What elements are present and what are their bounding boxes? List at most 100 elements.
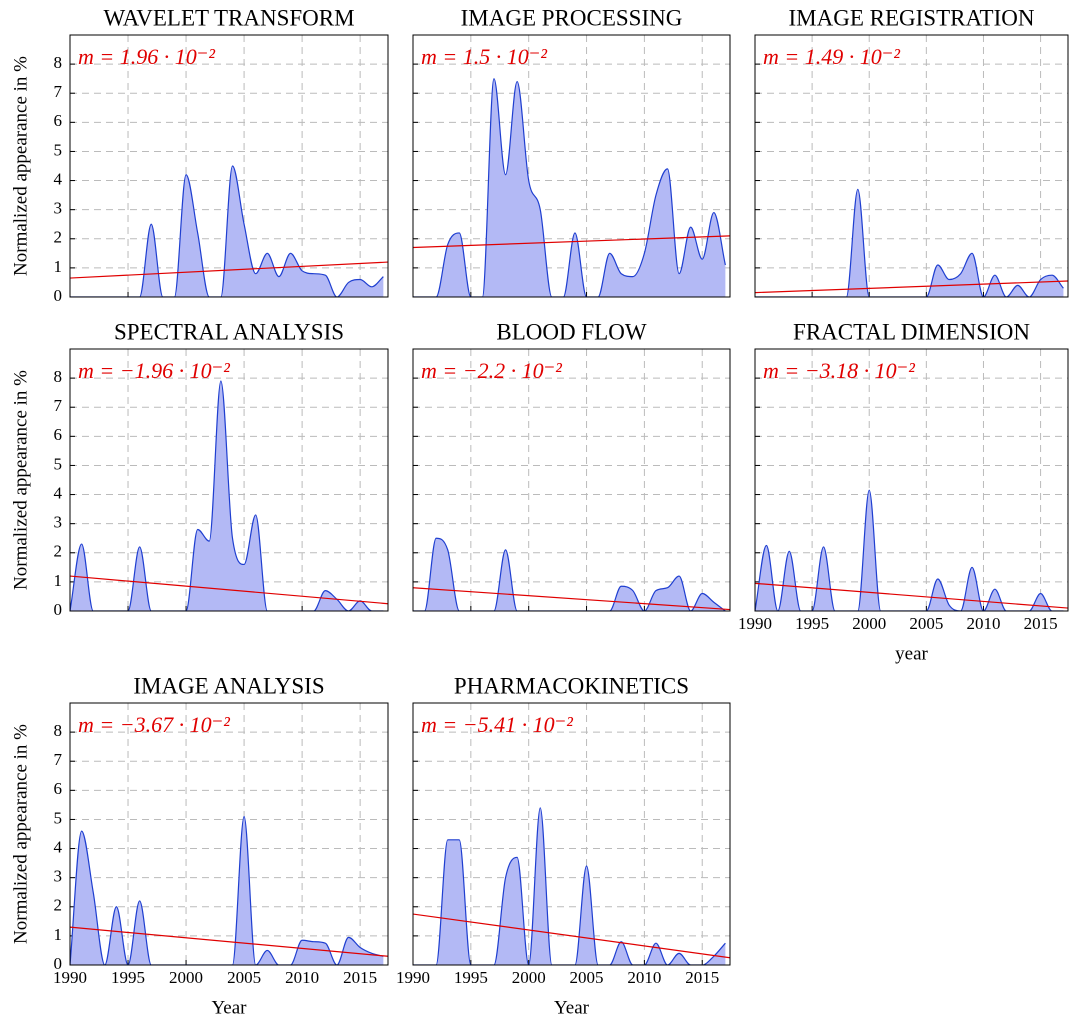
area-fill: [413, 807, 726, 965]
area-line: [70, 815, 384, 965]
chart-title: PHARMACOKINETICS: [454, 673, 689, 698]
area-line: [755, 489, 1064, 611]
plot-frame: [412, 34, 731, 298]
y-tick-label: 6: [54, 425, 63, 444]
y-tick-label: 2: [54, 228, 63, 247]
slope-annotation: m = −1.96 · 10⁻²: [78, 358, 230, 383]
chart-panel: IMAGE REGISTRATION m = 1.49 · 10⁻²: [754, 5, 1069, 298]
x-tick-label: 2015: [1024, 614, 1058, 633]
slope-annotation: m = 1.49 · 10⁻²: [763, 44, 900, 69]
y-tick-label: 5: [54, 808, 63, 827]
x-tick-label: 1990: [53, 968, 87, 987]
plot-frame: [412, 702, 731, 966]
y-tick-label: 5: [54, 140, 63, 159]
trend-line: [70, 926, 388, 957]
y-axis-label: Normalized appearance in %: [10, 56, 31, 276]
area-fill: [755, 490, 1064, 611]
area-fill: [70, 816, 384, 965]
chart-panel: BLOOD FLOW m = −2.2 · 10⁻²: [412, 319, 731, 612]
y-tick-label: 7: [54, 750, 63, 769]
plot-frame: [69, 34, 389, 298]
y-tick-label: 1: [54, 257, 63, 276]
x-tick-label: 2010: [966, 614, 1000, 633]
chart-title: WAVELET TRANSFORM: [103, 5, 354, 30]
y-tick-label: 7: [54, 82, 63, 101]
x-tick-label: 2005: [227, 968, 261, 987]
y-tick-label: 8: [54, 53, 63, 72]
y-tick-label: 4: [54, 837, 63, 856]
x-tick-label: 2000: [512, 968, 546, 987]
area-line: [413, 537, 726, 611]
x-tick-label: 2015: [685, 968, 719, 987]
plot-frame: [412, 348, 731, 612]
y-tick-label: 4: [54, 483, 63, 502]
y-tick-label: 6: [54, 111, 63, 130]
slope-annotation: m = −2.2 · 10⁻²: [421, 358, 562, 383]
trend-line: [755, 582, 1068, 609]
trend-line: [413, 587, 730, 611]
x-tick-label: 1995: [454, 968, 488, 987]
x-tick-label: 2005: [909, 614, 943, 633]
chart-title: FRACTAL DIMENSION: [793, 319, 1030, 344]
y-tick-label: 2: [54, 542, 63, 561]
y-tick-label: 4: [54, 169, 63, 188]
chart-title: IMAGE REGISTRATION: [789, 5, 1035, 30]
x-tick-label: 2010: [627, 968, 661, 987]
chart-panel: 0 1 2 3 4 5 6 7 8 WAVELET TRANSFORM m = 1.96 · 10⁻…: [10, 5, 389, 305]
area-line: [755, 188, 1064, 297]
y-tick-label: 3: [54, 199, 63, 218]
x-tick-label: 2015: [343, 968, 377, 987]
slope-annotation: m = −5.41 · 10⁻²: [421, 712, 573, 737]
plot-frame: [69, 702, 389, 966]
chart-title: IMAGE PROCESSING: [461, 5, 683, 30]
area-line: [70, 165, 384, 297]
slope-annotation: m = 1.96 · 10⁻²: [78, 44, 215, 69]
chart-panel: IMAGE PROCESSING m = 1.5 · 10⁻²: [412, 5, 731, 298]
x-axis-label: Year: [211, 997, 247, 1018]
x-tick-label: 2005: [570, 968, 604, 987]
chart-panel: 0 1 2 3 4 5 6 7 8 SPECTRAL ANALYSIS m = −1.96 · 10…: [10, 319, 389, 619]
y-tick-label: 3: [54, 513, 63, 532]
area-line: [70, 380, 384, 611]
y-tick-label: 8: [54, 367, 63, 386]
x-tick-label: 2000: [169, 968, 203, 987]
y-tick-label: 3: [54, 867, 63, 886]
y-tick-label: 6: [54, 779, 63, 798]
area-line: [413, 78, 726, 297]
chart-panel: 1990 1995 2000 2005 2010 2015 FRACTAL DIMENSIO…: [738, 319, 1069, 664]
y-tick-label: 2: [54, 896, 63, 915]
y-tick-label: 5: [54, 454, 63, 473]
x-tick-label: 2000: [852, 614, 886, 633]
trend-line: [755, 280, 1068, 294]
plot-frame: [754, 348, 1069, 612]
y-tick-label: 8: [54, 721, 63, 740]
x-tick-label: 1995: [795, 614, 829, 633]
y-tick-label: 0: [54, 600, 63, 619]
x-tick-label: 2010: [285, 968, 319, 987]
y-tick-label: 1: [54, 925, 63, 944]
trend-line: [413, 235, 730, 249]
slope-annotation: m = 1.5 · 10⁻²: [421, 44, 547, 69]
chart-title: IMAGE ANALYSIS: [133, 673, 324, 698]
y-axis-label: Normalized appearance in %: [10, 370, 31, 590]
x-tick-label: 1990: [396, 968, 430, 987]
slope-annotation: m = −3.67 · 10⁻²: [78, 712, 230, 737]
y-axis-label: Normalized appearance in %: [10, 724, 31, 944]
chart-title: SPECTRAL ANALYSIS: [114, 319, 344, 344]
x-tick-label: 1995: [111, 968, 145, 987]
y-tick-label: 7: [54, 396, 63, 415]
area-fill: [413, 538, 726, 611]
trend-line: [70, 261, 388, 279]
y-tick-label: 1: [54, 571, 63, 590]
area-fill: [755, 189, 1064, 297]
x-axis-label: year: [895, 643, 928, 664]
trend-line: [413, 913, 730, 959]
area-fill: [70, 381, 384, 611]
plot-frame: [69, 348, 389, 612]
slope-annotation: m = −3.18 · 10⁻²: [763, 358, 915, 383]
trend-line: [70, 575, 388, 605]
x-axis-label: Year: [554, 997, 590, 1018]
y-tick-label: 0: [54, 286, 63, 305]
chart-panel: 0 1 2 3 4 5 6 7 8 1990 1995 2000 2005 2010 2015 IMAGE A…: [10, 673, 389, 1018]
